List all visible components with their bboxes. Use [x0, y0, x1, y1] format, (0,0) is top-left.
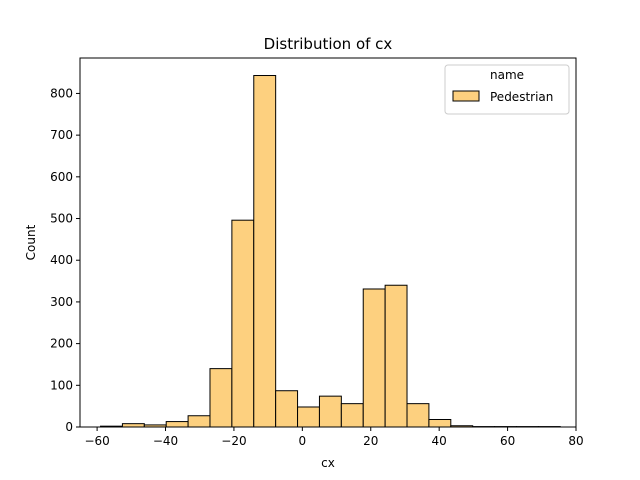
- histogram-bar: [318, 395, 342, 428]
- x-tick-label: 20: [363, 434, 378, 448]
- histogram-bar: [209, 368, 233, 428]
- bars-group: [100, 75, 561, 428]
- histogram-bar: [231, 219, 255, 428]
- y-tick-label: 200: [50, 337, 73, 351]
- y-tick-label: 800: [50, 86, 73, 100]
- histogram-bar: [297, 406, 320, 428]
- legend-swatch-pedestrian: [452, 90, 480, 102]
- x-tick-label: 40: [432, 434, 447, 448]
- histogram-bar: [406, 403, 430, 428]
- x-tick-label: 0: [299, 434, 307, 448]
- legend-label-pedestrian: Pedestrian: [490, 90, 553, 104]
- y-tick-label: 400: [50, 253, 73, 267]
- plot-area-frame: [79, 57, 577, 428]
- y-tick-label: 500: [50, 212, 73, 226]
- y-tick-label: 600: [50, 170, 73, 184]
- y-tick-label: 700: [50, 128, 73, 142]
- histogram-bar: [428, 418, 452, 428]
- x-axis-ticks: −60 −40 −20 0 20 40 60 80: [84, 427, 584, 448]
- histogram-bar: [362, 288, 386, 428]
- x-tick-label: 60: [500, 434, 515, 448]
- x-tick-label: −60: [84, 434, 109, 448]
- legend-box: [444, 64, 570, 115]
- legend: name Pedestrian: [444, 64, 570, 115]
- x-tick-label: 80: [568, 434, 583, 448]
- histogram-bar: [121, 423, 145, 428]
- y-tick-label: 300: [50, 295, 73, 309]
- histogram-bar: [384, 284, 408, 428]
- histogram-bar: [253, 75, 277, 428]
- y-axis-ticks: 0 100 200 300 400 500 600 700 800: [50, 86, 80, 434]
- x-tick-label: −20: [221, 434, 246, 448]
- histogram-bar: [275, 390, 299, 428]
- y-tick-label: 0: [65, 420, 73, 434]
- histogram-bar: [187, 415, 211, 428]
- y-axis-label: Count: [24, 224, 38, 260]
- chart-title: Distribution of cx: [264, 35, 393, 53]
- x-tick-label: −40: [153, 434, 178, 448]
- histogram-bar: [165, 421, 189, 428]
- y-tick-label: 100: [50, 378, 73, 392]
- x-axis-label: cx: [321, 456, 335, 470]
- histogram-bar: [340, 403, 364, 428]
- legend-title: name: [490, 68, 524, 82]
